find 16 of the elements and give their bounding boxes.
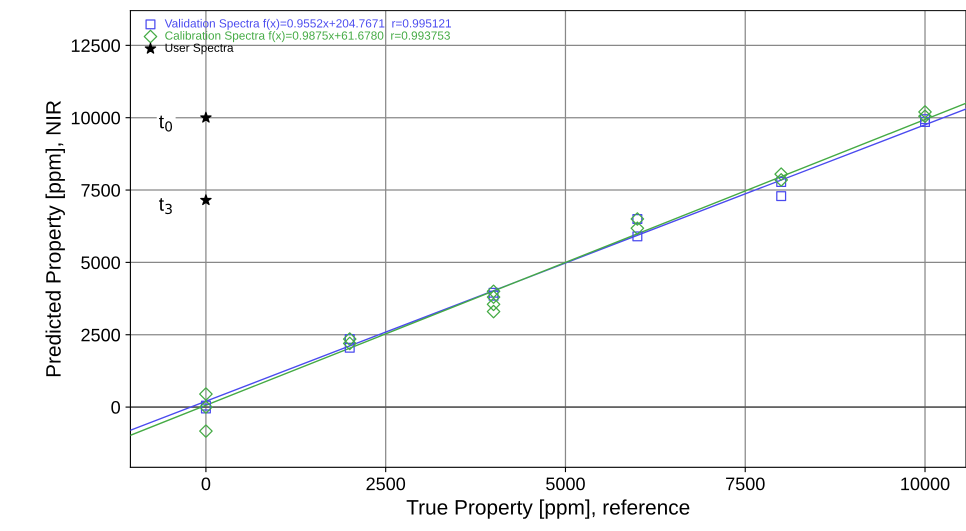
y-tick-label: 0 [111, 401, 120, 414]
y-tick-label: 7500 [81, 184, 120, 197]
y-tick-label: 2500 [81, 328, 120, 342]
x-axis-title: True Property [ppm], reference [406, 499, 690, 519]
legend-label: User Spectra [166, 44, 234, 54]
x-tick-label: 2500 [366, 477, 406, 490]
x-tick-label: 10000 [901, 477, 950, 490]
y-tick-label: 5000 [81, 256, 120, 270]
annotation: t$_{0}$ [158, 116, 172, 132]
y-tick-label: 12500 [72, 39, 120, 52]
x-tick-label: 0 [202, 477, 210, 490]
x-tick-label: 7500 [726, 477, 765, 490]
y-axis-title: Predicted Property [ppm], NIR [46, 100, 65, 376]
x-tick-label: 5000 [546, 477, 585, 490]
annotation: t$_{3}$ [158, 198, 172, 214]
y-tick-label: 10000 [72, 112, 120, 124]
